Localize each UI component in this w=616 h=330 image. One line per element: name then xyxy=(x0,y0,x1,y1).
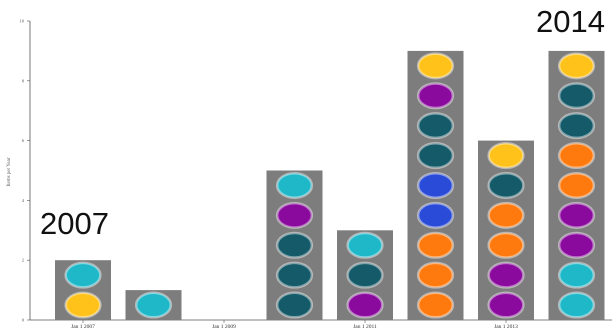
marker-orange xyxy=(416,291,455,319)
bar-group-2013 xyxy=(478,140,534,320)
bar-group-2010 xyxy=(266,170,323,320)
marker-teal xyxy=(134,291,173,319)
marker-teal xyxy=(346,231,384,259)
y-tick-labels: 0 2 4 6 8 10 xyxy=(20,19,30,323)
marker-yellow xyxy=(64,291,102,319)
marker-orange xyxy=(487,231,525,259)
marker-purple xyxy=(275,201,314,229)
y-tick-label: 2 xyxy=(22,258,24,263)
y-axis-label: Items per Year xyxy=(7,157,12,186)
x-tick-label: Jan 1 2013 xyxy=(494,324,518,330)
marker-dark-teal xyxy=(275,231,314,259)
marker-blue xyxy=(416,171,455,199)
marker-dark-teal xyxy=(416,112,455,140)
marker-dark-teal xyxy=(557,112,596,140)
marker-teal xyxy=(557,291,596,319)
marker-purple xyxy=(557,231,596,259)
marker-purple xyxy=(487,291,525,319)
marker-dark-teal xyxy=(487,171,525,199)
bar-group-2014 xyxy=(548,50,605,321)
marker-purple xyxy=(557,201,596,229)
bar-group-2007 xyxy=(55,260,111,320)
x-tick-label: Jan 1 2011 xyxy=(353,324,377,330)
marker-purple xyxy=(346,291,384,319)
x-tick-labels: Jan 1 2007 Jan 1 2009 Jan 1 2011 Jan 1 2013 xyxy=(71,320,518,330)
y-tick-label: 6 xyxy=(22,138,25,143)
marker-teal xyxy=(64,261,102,289)
chart-bars xyxy=(55,50,605,321)
bar-group-2011 xyxy=(337,230,393,320)
marker-yellow xyxy=(416,52,455,80)
marker-dark-teal xyxy=(275,261,314,289)
bar-group-2008 xyxy=(125,290,182,320)
marker-orange xyxy=(487,201,525,229)
marker-purple xyxy=(416,82,455,110)
start-year-callout: 2007 xyxy=(40,206,109,241)
marker-teal xyxy=(275,171,314,199)
marker-orange xyxy=(416,261,455,289)
marker-purple xyxy=(487,261,525,289)
marker-dark-teal xyxy=(557,82,596,110)
end-year-callout: 2014 xyxy=(536,4,605,39)
marker-dark-teal xyxy=(416,142,455,170)
y-tick-label: 8 xyxy=(22,78,25,83)
marker-blue xyxy=(416,201,455,229)
x-tick-label: Jan 1 2009 xyxy=(212,324,236,330)
y-tick-label: 0 xyxy=(22,318,25,323)
marker-dark-teal xyxy=(275,291,314,319)
bar xyxy=(478,140,534,320)
marker-orange xyxy=(416,231,455,259)
marker-dark-teal xyxy=(346,261,384,289)
bar-group-2012 xyxy=(407,50,464,321)
y-tick-label: 10 xyxy=(20,19,25,24)
x-tick-label: Jan 1 2007 xyxy=(71,324,95,330)
marker-teal xyxy=(557,261,596,289)
y-tick-label: 4 xyxy=(22,198,25,203)
marker-yellow xyxy=(487,142,525,170)
marker-yellow xyxy=(557,52,596,80)
marker-orange xyxy=(557,171,596,199)
marker-orange xyxy=(557,142,596,170)
